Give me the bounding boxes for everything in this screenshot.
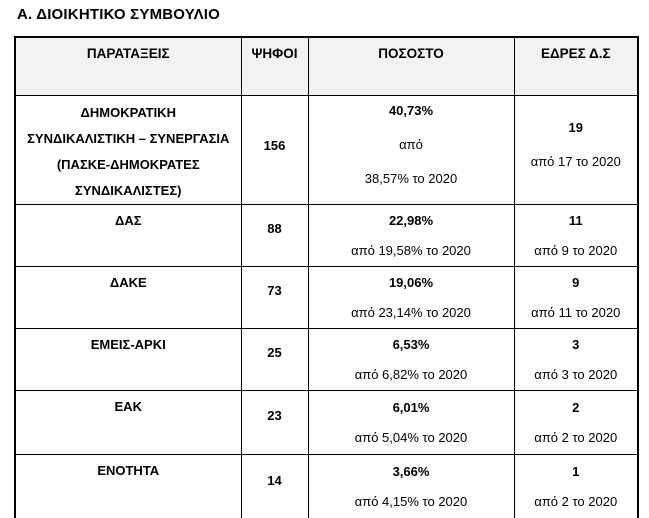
votes-value: 156: [240, 95, 309, 205]
header-votes: ΨΗΦΟΙ: [240, 36, 309, 96]
percentage-cell: 22,98% από 19,58% το 2020: [307, 204, 515, 267]
faction-name: ΔΑΚΕ: [14, 266, 242, 329]
seats-value: 3: [572, 336, 580, 352]
percentage-cell: 19,06% από 23,14% το 2020: [307, 266, 515, 329]
seats-previous: από 3 το 2020: [534, 366, 618, 382]
seats-cell: 3 από 3 το 2020: [513, 328, 639, 391]
percentage-value: 19,06%: [388, 274, 434, 290]
faction-name: ΔΗΜΟΚΡΑΤΙΚΗ ΣΥΝΔΙΚΑΛΙΣΤΙΚΗ – ΣΥΝΕΡΓΑΣΙΑ …: [14, 95, 242, 205]
faction-name: ΕΑΚ: [14, 390, 242, 455]
table-row: ΔΑΣ 88 22,98% από 19,58% το 2020 11 από …: [14, 204, 639, 267]
percentage-value: 3,66%: [392, 464, 430, 480]
seats-value: 2: [572, 399, 580, 415]
table-row: ΕΜΕΙΣ-ΑΡΚΙ 25 6,53% από 6,82% το 2020 3 …: [14, 328, 639, 391]
percentage-value: 6,53%: [392, 336, 430, 352]
percentage-previous: από 4,15% το 2020: [354, 494, 468, 510]
percentage-cell: 3,66% από 4,15% το 2020: [307, 454, 515, 518]
percentage-previous: από 5,04% το 2020: [354, 429, 468, 445]
faction-name: ΕΜΕΙΣ-ΑΡΚΙ: [14, 328, 242, 391]
seats-cell: 1 από 2 το 2020: [513, 454, 639, 518]
page-title: Α. ΔΙΟΙΚΗΤΙΚΟ ΣΥΜΒΟΥΛΙΟ: [17, 6, 221, 23]
table-row: ΔΑΚΕ 73 19,06% από 23,14% το 2020 9 από …: [14, 266, 639, 329]
percentage-value: 6,01%: [392, 399, 430, 415]
seats-previous: από 2 το 2020: [534, 429, 618, 445]
percentage-previous: από 19,58% το 2020: [351, 242, 471, 258]
votes-value: 73: [240, 266, 309, 329]
board-results-table: ΠΑΡΑΤΑΞΕΙΣ ΨΗΦΟΙ ΠΟΣΟΣΤΟ ΕΔΡΕΣ Δ.Σ ΔΗΜΟΚ…: [14, 36, 639, 518]
seats-value: 11: [568, 212, 583, 228]
votes-value: 23: [240, 390, 309, 455]
percentage-previous: από 38,57% το 2020: [364, 137, 458, 186]
seats-cell: 19 από 17 το 2020: [513, 95, 639, 205]
seats-previous: από 17 το 2020: [530, 154, 621, 169]
faction-name: ΕΝΟΤΗΤΑ: [14, 454, 242, 518]
percentage-cell: 40,73% από 38,57% το 2020: [307, 95, 515, 205]
header-factions: ΠΑΡΑΤΑΞΕΙΣ: [14, 36, 242, 96]
seats-cell: 2 από 2 το 2020: [513, 390, 639, 455]
seats-cell: 11 από 9 το 2020: [513, 204, 639, 267]
votes-value: 14: [240, 454, 309, 518]
table-row: ΔΗΜΟΚΡΑΤΙΚΗ ΣΥΝΔΙΚΑΛΙΣΤΙΚΗ – ΣΥΝΕΡΓΑΣΙΑ …: [14, 95, 639, 205]
table-row: ΕΝΟΤΗΤΑ 14 3,66% από 4,15% το 2020 1 από…: [14, 454, 639, 518]
table-row: ΕΑΚ 23 6,01% από 5,04% το 2020 2 από 2 τ…: [14, 390, 639, 455]
percentage-value: 40,73%: [388, 103, 434, 118]
seats-value: 9: [572, 274, 580, 290]
votes-value: 25: [240, 328, 309, 391]
faction-name: ΔΑΣ: [14, 204, 242, 267]
header-row: ΠΑΡΑΤΑΞΕΙΣ ΨΗΦΟΙ ΠΟΣΟΣΤΟ ΕΔΡΕΣ Δ.Σ: [14, 36, 639, 96]
seats-previous: από 2 το 2020: [534, 494, 618, 510]
header-seats: ΕΔΡΕΣ Δ.Σ: [513, 36, 639, 96]
seats-previous: από 11 το 2020: [531, 304, 621, 320]
percentage-cell: 6,53% από 6,82% το 2020: [307, 328, 515, 391]
percentage-cell: 6,01% από 5,04% το 2020: [307, 390, 515, 455]
votes-value: 88: [240, 204, 309, 267]
percentage-previous: από 6,82% το 2020: [354, 366, 468, 382]
seats-value: 19: [568, 120, 583, 135]
seats-value: 1: [572, 464, 580, 480]
header-percentage: ΠΟΣΟΣΤΟ: [307, 36, 515, 96]
percentage-value: 22,98%: [388, 212, 434, 228]
seats-cell: 9 από 11 το 2020: [513, 266, 639, 329]
percentage-previous: από 23,14% το 2020: [351, 304, 471, 320]
seats-previous: από 9 το 2020: [534, 242, 618, 258]
